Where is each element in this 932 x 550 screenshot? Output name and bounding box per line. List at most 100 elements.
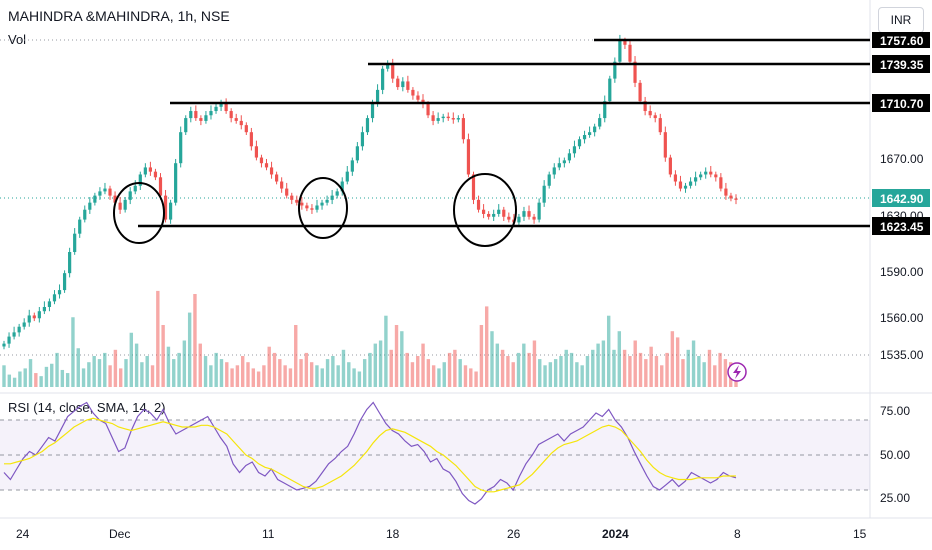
candle-body	[254, 146, 259, 158]
candle-body	[83, 209, 87, 220]
candle-body	[93, 195, 97, 203]
candle-body	[653, 115, 657, 119]
volume-bar	[580, 365, 584, 387]
last-price-label: 1642.90	[880, 192, 924, 206]
last-price-label-bg	[872, 189, 930, 207]
volume-bar	[686, 349, 690, 387]
volume-bar	[278, 359, 282, 387]
candle-body	[37, 311, 41, 319]
volume-bar	[718, 352, 722, 387]
annotation-circle-1[interactable]	[113, 182, 165, 244]
volume-bar	[644, 359, 648, 387]
candle-body	[118, 202, 122, 210]
candle-body	[370, 103, 375, 119]
rsi-sma-line	[4, 417, 736, 493]
volume-bar	[235, 365, 240, 387]
candle-body	[507, 216, 511, 220]
candle-body	[73, 233, 77, 253]
candle-body	[547, 174, 551, 186]
candle-body	[57, 290, 62, 295]
candle-body	[648, 111, 652, 116]
volume-bar	[331, 356, 335, 387]
candle-body	[436, 118, 440, 121]
candle-body	[204, 115, 208, 121]
volume-bar	[723, 359, 728, 387]
volume-bar	[628, 356, 632, 387]
volume-bar	[591, 349, 595, 387]
volume-bar	[182, 340, 187, 387]
volume-bar	[65, 373, 70, 387]
candle-body	[179, 132, 183, 164]
candle-body	[401, 81, 405, 88]
volume-bar	[352, 368, 356, 387]
volume-bar	[60, 369, 65, 387]
price-tick-1560: 1560.00	[880, 311, 924, 325]
candle-body	[264, 163, 269, 168]
volume-bar	[633, 340, 637, 387]
candle-body	[375, 89, 380, 104]
candle-body	[603, 101, 607, 119]
currency-button[interactable]: INR	[878, 7, 924, 33]
candle-body	[219, 103, 223, 107]
volume-bar	[309, 362, 314, 387]
candle-body	[148, 167, 152, 172]
candle-body	[623, 40, 627, 45]
volume-bar	[214, 352, 218, 387]
volume-bar	[187, 312, 192, 387]
candle-body	[557, 163, 561, 168]
candle-body	[709, 171, 713, 175]
volume-bar	[527, 352, 531, 387]
candle-body	[224, 103, 228, 112]
candle-body	[673, 174, 678, 182]
volume-bar	[548, 362, 553, 387]
volume-bar	[172, 359, 176, 387]
rsi-legend: RSI (14, close, SMA, 14, 2)	[8, 400, 166, 415]
volume-bar	[495, 343, 500, 387]
candle-body	[310, 208, 314, 210]
volume-bar	[55, 352, 59, 387]
price-tick-1535: 1535.00	[880, 348, 924, 362]
candle-body	[532, 216, 536, 220]
candle-body	[426, 103, 430, 116]
candle-body	[542, 185, 546, 203]
annotation-circle-3[interactable]	[453, 173, 517, 247]
candle-body	[168, 202, 173, 220]
candle-body	[668, 157, 672, 175]
volume-bar	[426, 359, 431, 387]
candle-body	[537, 202, 541, 220]
volume-bar	[697, 356, 701, 387]
volume-bar	[23, 368, 27, 387]
volume-bar	[283, 365, 287, 387]
candle-body	[699, 174, 703, 178]
volume-bar	[665, 352, 669, 387]
volume-bar	[702, 362, 706, 387]
price-tick-1670: 1670.00	[880, 152, 924, 166]
candle-body	[714, 174, 718, 178]
candle-body	[527, 211, 531, 217]
volume-bar	[246, 362, 250, 387]
volume-bar	[500, 349, 505, 387]
candle-body	[234, 118, 238, 121]
volume-bar	[304, 352, 309, 387]
candle-body	[487, 213, 491, 217]
volume-bar	[511, 362, 515, 387]
lightning-icon-glyph	[733, 365, 741, 379]
candle-body	[123, 199, 127, 210]
candle-body	[608, 78, 612, 102]
volume-bar	[44, 366, 49, 387]
volume-bar	[362, 359, 367, 387]
volume-bar	[118, 368, 123, 387]
volume-bar	[516, 352, 521, 387]
annotation-circle-2[interactable]	[298, 177, 348, 239]
volume-bar	[660, 365, 664, 387]
candle-body	[285, 188, 289, 196]
volume-bar	[39, 376, 43, 387]
candle-body	[315, 205, 319, 210]
volume-bar	[447, 352, 452, 387]
candle-body	[153, 171, 158, 178]
candle-body	[295, 199, 299, 203]
volume-bar	[670, 331, 675, 387]
candle-body	[704, 171, 708, 175]
volume-bar	[71, 317, 75, 387]
